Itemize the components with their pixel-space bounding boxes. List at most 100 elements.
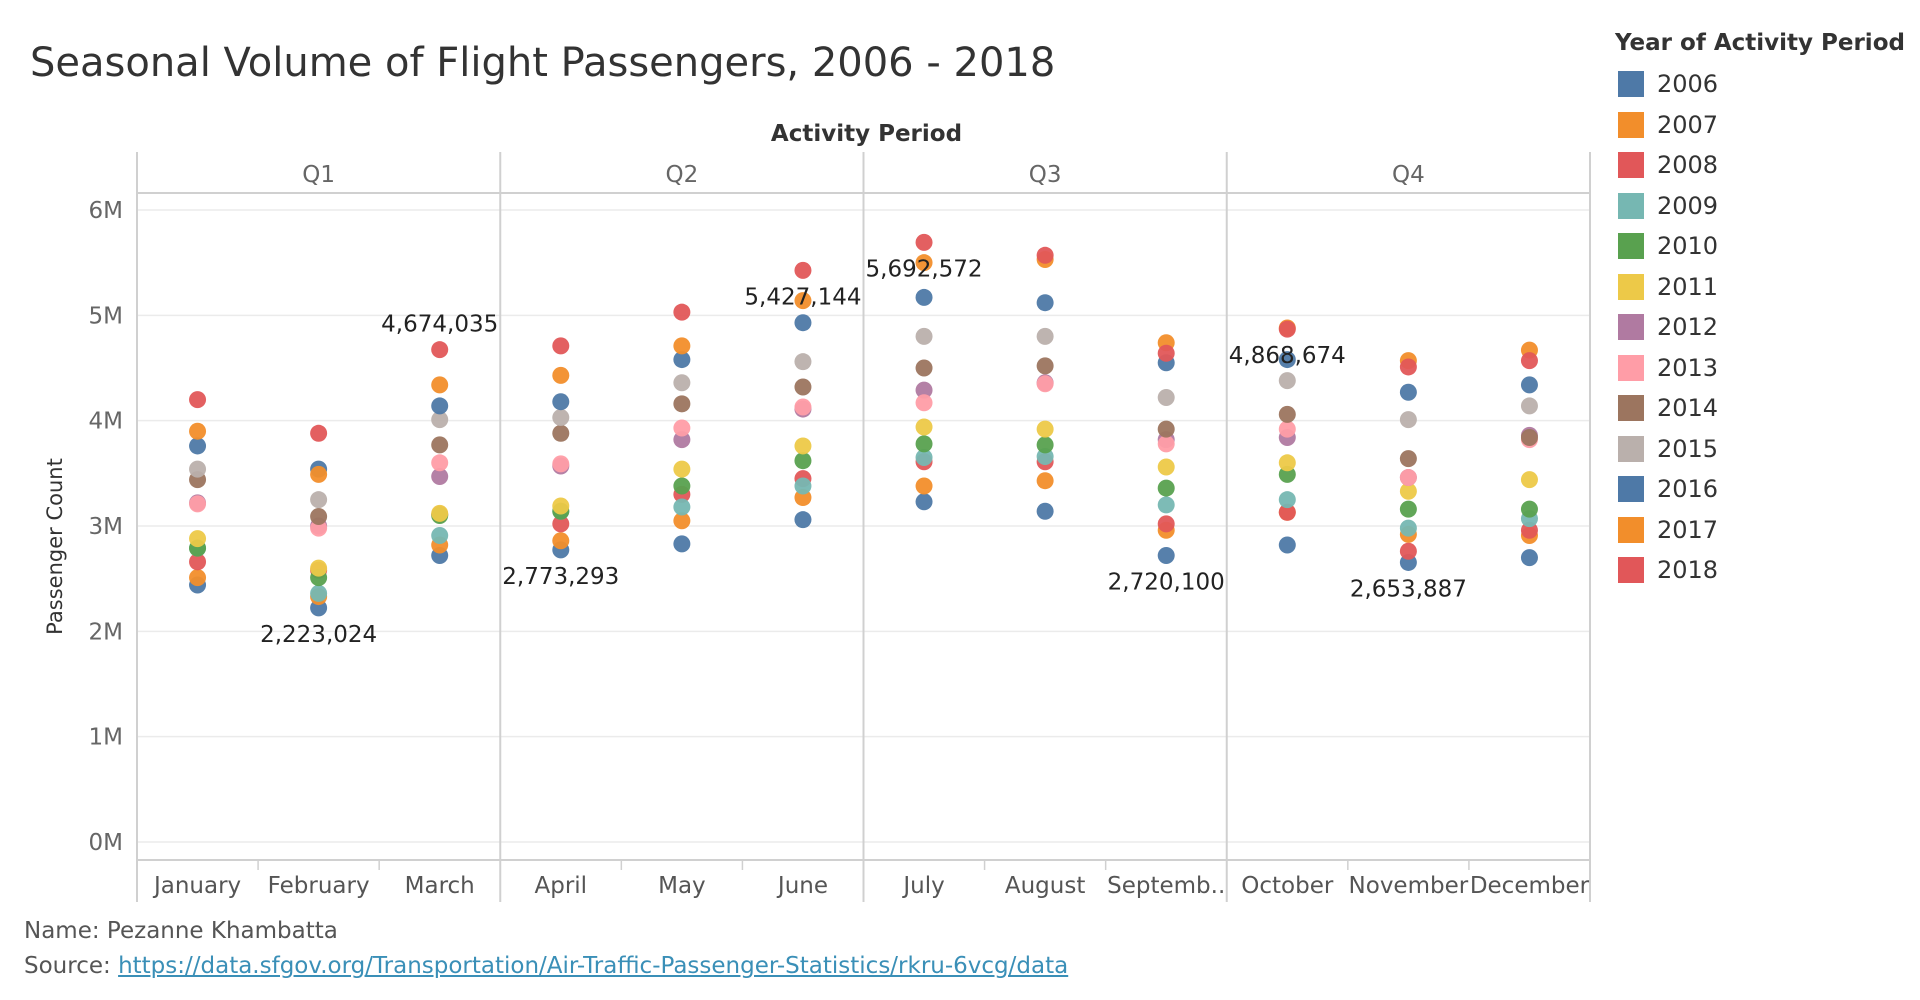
legend-label: 2018 [1657,556,1719,585]
legend-swatch [1618,395,1644,422]
data-point-2010-Septemb.. [1157,479,1175,497]
y-axis-title: Passenger Count [43,458,67,635]
data-point-2010-August [1036,436,1054,454]
data-point-2013-November [1399,469,1417,487]
data-point-2015-Septemb.. [1157,388,1175,406]
axis-layer: 0M 1M 2M 3M 4M 5M 6M Activity Period Q1 Q2 Q3 Q4 Jan… [43,121,1590,899]
legend-swatch [1618,354,1644,381]
data-point-2008-April [552,515,570,533]
legend-item-2012[interactable]: 2012 [1615,307,1905,348]
x-tick-label: August [1005,873,1086,899]
data-point-2016-June [794,314,812,332]
data-point-2007-July [915,477,933,495]
data-point-2010-July [915,435,933,453]
point-layer [189,233,1538,617]
data-label: 4,674,035 [381,312,498,338]
data-point-2018-October [1278,320,1296,338]
legend-label: 2010 [1657,232,1719,261]
data-point-2013-January [189,495,207,513]
source-label: Source: [24,953,119,979]
data-point-2015-March [431,411,449,429]
data-point-2013-August [1036,375,1054,393]
data-point-2011-June [794,437,812,455]
frame-layer [136,152,1591,902]
legend-swatch [1618,476,1644,503]
legend-item-2010[interactable]: 2010 [1615,226,1905,267]
legend-label: 2011 [1657,272,1719,301]
data-point-2011-April [552,497,570,515]
data-point-2009-October [1278,491,1296,509]
legend-item-2018[interactable]: 2018 [1615,550,1905,591]
legend-item-2013[interactable]: 2013 [1615,348,1905,389]
x-tick-label: February [268,873,370,899]
data-point-2014-June [794,378,812,396]
data-point-2015-February [310,491,328,509]
legend-item-2014[interactable]: 2014 [1615,388,1905,429]
data-point-2006-June [794,511,812,529]
legend-item-2016[interactable]: 2016 [1615,469,1905,510]
data-point-2015-January [189,460,207,478]
legend-items: 2006 2007 2008 2009 2010 2011 2012 2013 2014 2015… [1615,64,1905,591]
data-point-2016-May [673,351,691,369]
data-point-2014-March [431,436,449,454]
data-label: 2,653,887 [1350,576,1467,602]
data-point-2011-March [431,504,449,522]
source-link[interactable]: https://data.sfgov.org/Transportation/Ai… [118,953,1069,979]
data-point-2015-July [915,327,933,345]
quarter-label: Q3 [1029,162,1062,188]
data-point-2017-May [673,337,691,355]
legend-item-2008[interactable]: 2008 [1615,145,1905,186]
legend-label: 2015 [1657,434,1719,463]
legend-item-2009[interactable]: 2009 [1615,186,1905,227]
data-point-2013-June [794,398,812,416]
data-point-2015-August [1036,327,1054,345]
x-tick-label: April [535,873,588,899]
data-point-2014-December [1520,429,1538,447]
quarter-label: Q4 [1392,162,1425,188]
y-tick-label: 2M [89,619,123,645]
x-tick-label: July [901,873,944,899]
data-point-2018-June [794,261,812,279]
data-point-2014-February [310,508,328,526]
data-point-2017-July [915,254,933,272]
x-tick-label: December [1470,873,1590,899]
data-point-2016-January [189,437,207,455]
legend-label: 2006 [1657,70,1719,99]
data-point-2018-July [915,233,933,251]
data-point-2011-December [1520,471,1538,489]
author-name: Name: Pezanne Khambatta [24,918,338,944]
data-point-2017-January [189,422,207,440]
data-point-2016-March [431,397,449,415]
data-point-2008-January [189,553,207,571]
data-label: 5,692,572 [866,256,983,282]
data-point-2006-Septemb.. [1157,546,1175,564]
legend-item-2011[interactable]: 2011 [1615,267,1905,308]
quarter-label: Q2 [666,162,699,188]
data-point-2009-March [431,526,449,544]
data-label: 2,223,024 [260,622,377,648]
data-point-2017-February [310,465,328,483]
data-point-2015-June [794,353,812,371]
legend-item-2006[interactable]: 2006 [1615,64,1905,105]
legend-item-2007[interactable]: 2007 [1615,105,1905,146]
legend-swatch [1618,435,1644,462]
data-point-2014-April [552,424,570,442]
x-tick-label: Septemb.. [1107,873,1225,899]
data-point-2014-November [1399,450,1417,468]
data-point-2011-February [310,559,328,577]
data-point-2018-November [1399,358,1417,376]
data-point-2018-May [673,303,691,321]
legend-item-2017[interactable]: 2017 [1615,510,1905,551]
x-tick-label: March [405,873,475,899]
legend-item-2015[interactable]: 2015 [1615,429,1905,470]
data-point-2009-June [794,477,812,495]
data-point-2011-August [1036,420,1054,438]
data-point-2010-December [1520,500,1538,518]
data-point-2011-July [915,418,933,436]
data-point-2014-Septemb.. [1157,420,1175,438]
data-point-2006-October [1278,536,1296,554]
data-point-2018-August [1036,246,1054,264]
data-point-2014-July [915,359,933,377]
data-point-2015-April [552,409,570,427]
